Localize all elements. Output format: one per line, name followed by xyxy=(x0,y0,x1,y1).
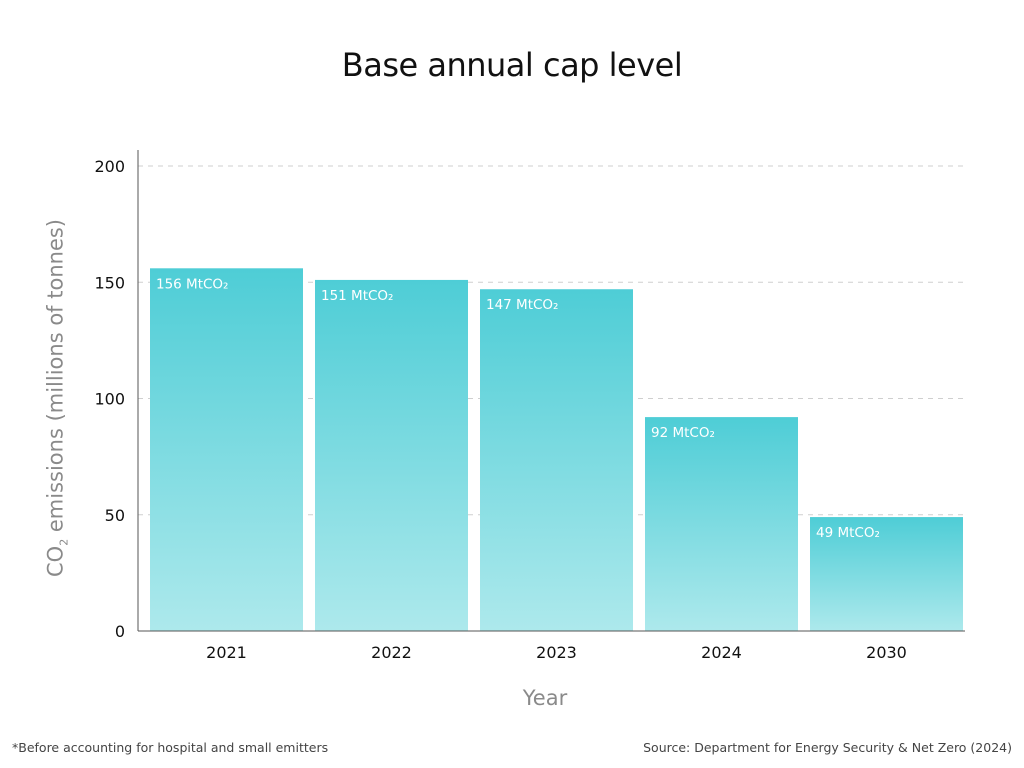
y-tick-label: 200 xyxy=(94,157,125,176)
bars xyxy=(150,268,963,631)
x-tick-label: 2022 xyxy=(371,643,412,662)
x-axis-label: Year xyxy=(522,686,568,710)
y-tick-label: 150 xyxy=(94,273,125,292)
axes xyxy=(137,150,965,632)
chart-title: Base annual cap level xyxy=(341,46,683,84)
data-label: 151 MtCO₂ xyxy=(321,288,393,304)
x-tick-label: 2024 xyxy=(701,643,742,662)
source-note: Source: Department for Energy Security &… xyxy=(643,740,1012,755)
x-tick-label: 2023 xyxy=(536,643,577,662)
data-label: 147 MtCO₂ xyxy=(486,297,558,313)
x-tick-label: 2021 xyxy=(206,643,247,662)
data-label: 156 MtCO₂ xyxy=(156,276,228,292)
bar-2024 xyxy=(645,417,798,631)
bar-2022 xyxy=(315,279,468,631)
data-labels: 156 MtCO₂ 151 MtCO₂ 147 MtCO₂ 92 MtCO₂ 49 Mt… xyxy=(156,276,880,541)
x-tick-label: 2030 xyxy=(866,643,907,662)
y-axis-label: CO2 emissions (millions of tonnes) xyxy=(43,218,71,578)
y-tick-label: 0 xyxy=(115,622,125,641)
bar-2030 xyxy=(810,517,963,631)
data-label: 49 MtCO₂ xyxy=(816,525,880,541)
data-label: 92 MtCO₂ xyxy=(651,425,715,441)
y-tick-label: 100 xyxy=(94,390,125,409)
tick-labels: 0 50 100 150 200 2021 2022 2023 2024 2030 xyxy=(94,157,906,662)
footnote: *Before accounting for hospital and smal… xyxy=(12,740,329,755)
y-tick-label: 50 xyxy=(105,506,125,525)
bar-2021 xyxy=(150,268,303,631)
bar-2023 xyxy=(480,289,633,631)
